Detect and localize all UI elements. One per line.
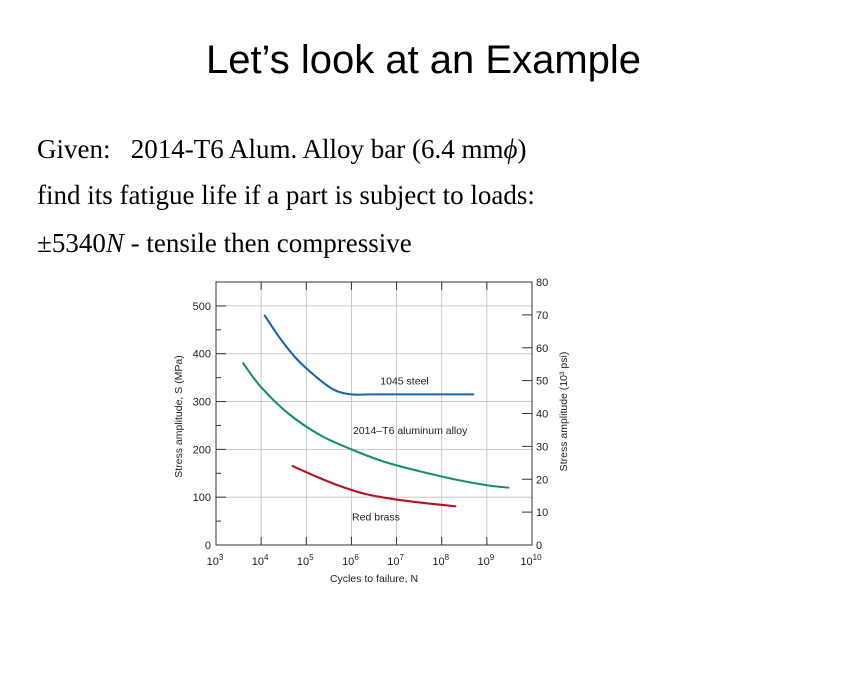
y-right-tick-label: 80 bbox=[536, 277, 548, 289]
y-tick-label: 400 bbox=[193, 349, 211, 361]
x-tick-label: 105 bbox=[297, 553, 314, 568]
x-tick-label: 103 bbox=[207, 553, 224, 568]
y-right-tick-label: 40 bbox=[536, 409, 548, 421]
y-axis-title: Stress amplitude, S (MPa) bbox=[173, 355, 185, 478]
y-right-tick-label: 10 bbox=[536, 507, 548, 519]
x-tick-label: 1010 bbox=[520, 553, 542, 568]
given-line: Given: 2014-T6 Alum. Alloy bar (6.4 mmϕ) bbox=[37, 134, 526, 165]
given-text: 2014-T6 Alum. Alloy bar (6.4 mm bbox=[130, 134, 504, 164]
series-label-1045-steel: 1045 steel bbox=[380, 375, 428, 387]
grid-layer bbox=[216, 282, 532, 545]
phi-symbol: ϕ bbox=[503, 134, 518, 164]
y-right-tick-label: 0 bbox=[536, 540, 542, 552]
x-tick-label: 107 bbox=[387, 553, 404, 568]
given-close: ) bbox=[517, 134, 527, 164]
y-tick-label: 300 bbox=[193, 397, 211, 409]
x-axis-title: Cycles to failure, N bbox=[330, 573, 418, 585]
series-label-2014-t6-aluminum-alloy: 2014–T6 aluminum alloy bbox=[353, 425, 468, 437]
axis-layer: 103 104 105 106 107 108 109 1010010020030040050… bbox=[193, 277, 549, 568]
series-layer bbox=[242, 314, 510, 508]
y-tick-label: 500 bbox=[193, 301, 211, 313]
problem-line: find its fatigue life if a part is subje… bbox=[37, 180, 535, 210]
y-tick-label: 100 bbox=[193, 492, 211, 504]
x-tick-label: 104 bbox=[252, 553, 269, 568]
series-line-red-brass bbox=[291, 465, 457, 508]
series-label-red-brass: Red brass bbox=[352, 512, 400, 524]
label-layer: Cycles to failure, N Stress amplitude, S … bbox=[173, 352, 570, 585]
y-right-tick-label: 70 bbox=[536, 310, 548, 322]
series-line-1045-steel bbox=[263, 314, 475, 396]
slide-title: Let’s look at an Example bbox=[205, 38, 642, 82]
x-tick-label: 106 bbox=[342, 553, 359, 568]
x-tick-label: 108 bbox=[432, 553, 449, 568]
x-tick-label: 109 bbox=[478, 553, 495, 568]
series-line-2014-t6-aluminum-alloy bbox=[242, 362, 510, 489]
y-tick-label: 200 bbox=[193, 444, 211, 456]
y-right-tick-label: 20 bbox=[536, 474, 548, 486]
load-unit: N bbox=[105, 228, 124, 258]
y-right-tick-label: 50 bbox=[536, 376, 548, 388]
load-line: ±5340N - tensile then compressive bbox=[37, 228, 412, 259]
load-description: - tensile then compressive bbox=[123, 228, 412, 258]
y-tick-label: 0 bbox=[205, 540, 211, 552]
load-value: ±5340 bbox=[37, 228, 106, 258]
plot-frame bbox=[215, 281, 533, 546]
y-right-tick-label: 60 bbox=[536, 343, 548, 355]
given-label: Given: bbox=[37, 134, 111, 164]
y-right-tick-label: 30 bbox=[536, 441, 548, 453]
y-right-axis-title: Stress amplitude (10³ psi) bbox=[558, 352, 570, 472]
